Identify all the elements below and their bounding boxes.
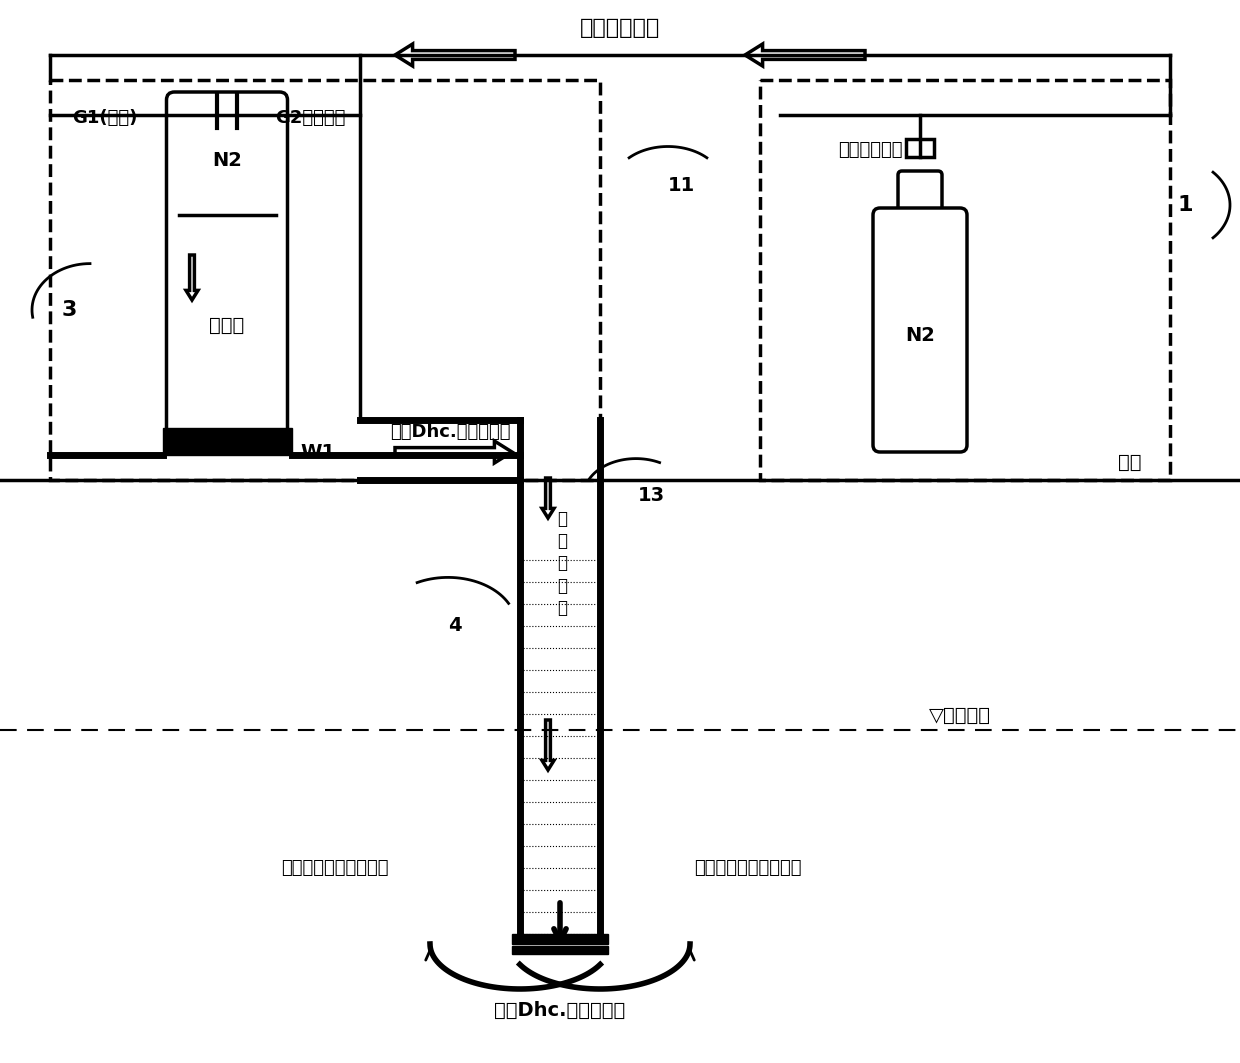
FancyBboxPatch shape [166, 92, 288, 438]
Polygon shape [186, 255, 198, 300]
Text: 11: 11 [668, 175, 696, 195]
Text: 灌注地下水进入含水层: 灌注地下水进入含水层 [694, 859, 802, 877]
Text: 地下水: 地下水 [210, 316, 244, 335]
FancyBboxPatch shape [873, 208, 967, 452]
FancyBboxPatch shape [898, 171, 942, 219]
Text: ▽地下水位: ▽地下水位 [929, 706, 991, 725]
Text: 厌氧压缩气体: 厌氧压缩气体 [580, 18, 660, 38]
Text: 厌氧压缩气体: 厌氧压缩气体 [838, 141, 903, 159]
Bar [512, 934, 608, 944]
Bar [906, 139, 934, 157]
Text: W1: W1 [300, 442, 336, 461]
Bar [512, 946, 608, 954]
Text: 灌
注
地
下
水: 灌 注 地 下 水 [557, 510, 567, 617]
Polygon shape [396, 44, 515, 66]
Text: 4: 4 [448, 615, 461, 635]
Text: 1: 1 [1178, 195, 1193, 215]
Text: N2: N2 [905, 325, 935, 344]
Text: 含有Dhc.菌种地下水: 含有Dhc.菌种地下水 [391, 423, 511, 441]
Text: 13: 13 [639, 486, 665, 505]
Polygon shape [542, 720, 554, 770]
Polygon shape [396, 441, 512, 463]
Text: 灌注地下水进入含水层: 灌注地下水进入含水层 [281, 859, 389, 877]
Text: 3: 3 [62, 300, 77, 320]
Text: 含有Dhc.菌种地下水: 含有Dhc.菌种地下水 [495, 1000, 626, 1019]
Text: G2（进气）: G2（进气） [275, 109, 345, 126]
Text: G1(封闭): G1(封闭) [72, 109, 138, 126]
Bar [162, 428, 291, 455]
Text: 地表: 地表 [1118, 453, 1142, 472]
Polygon shape [542, 478, 554, 518]
Text: N2: N2 [212, 151, 242, 169]
Polygon shape [745, 44, 866, 66]
